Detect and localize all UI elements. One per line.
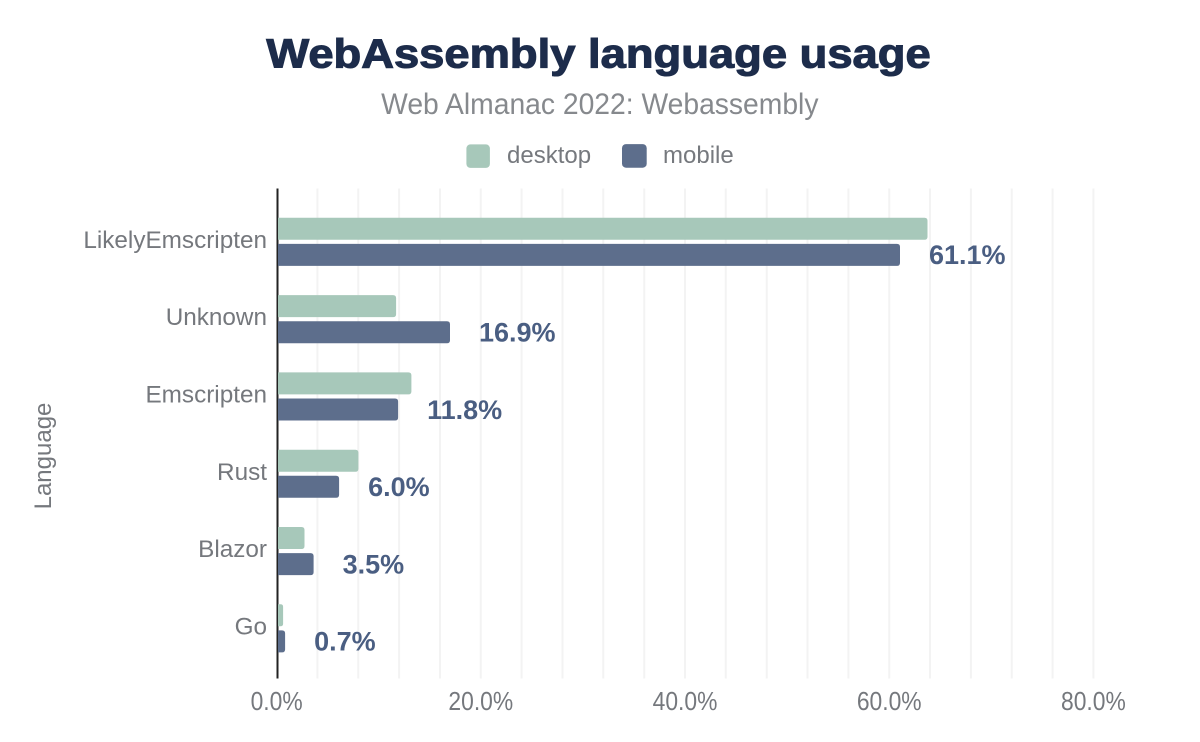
svg-text:WebAssembly language usage: WebAssembly language usage [266, 31, 930, 77]
svg-text:0.0%: 0.0% [251, 688, 303, 716]
svg-text:11.8%: 11.8% [427, 395, 502, 425]
svg-text:16.9%: 16.9% [479, 318, 556, 348]
svg-text:0.7%: 0.7% [314, 627, 376, 657]
svg-text:Blazor: Blazor [198, 536, 267, 563]
svg-text:80.0%: 80.0% [1061, 688, 1126, 716]
svg-text:20.0%: 20.0% [448, 688, 513, 716]
svg-text:desktop: desktop [507, 142, 591, 169]
svg-text:Rust: Rust [217, 459, 267, 486]
svg-text:Emscripten: Emscripten [145, 381, 267, 408]
svg-text:mobile: mobile [663, 142, 734, 169]
svg-text:LikelyEmscripten: LikelyEmscripten [83, 227, 267, 254]
svg-text:Unknown: Unknown [166, 304, 267, 331]
svg-text:Web Almanac 2022: Webassembly: Web Almanac 2022: Webassembly [381, 88, 819, 121]
svg-text:3.5%: 3.5% [343, 549, 405, 579]
svg-text:Go: Go [235, 613, 267, 640]
svg-text:Language: Language [30, 403, 57, 510]
svg-text:61.1%: 61.1% [929, 240, 1006, 270]
svg-text:60.0%: 60.0% [857, 688, 922, 716]
svg-text:6.0%: 6.0% [368, 472, 430, 502]
svg-text:40.0%: 40.0% [653, 688, 718, 716]
